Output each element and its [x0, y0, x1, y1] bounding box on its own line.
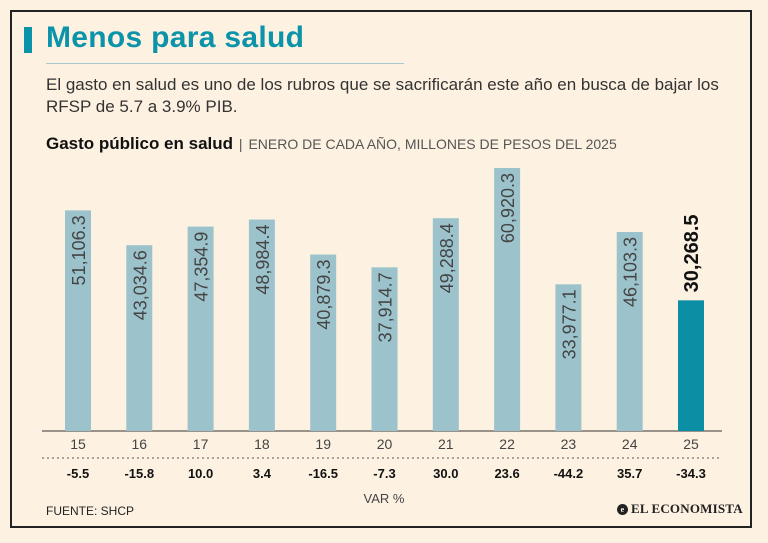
variation-value: 35.7 — [617, 466, 642, 481]
variation-value: 30.0 — [433, 466, 458, 481]
x-tick-label: 17 — [193, 436, 209, 452]
bar-value-label: 60,920.3 — [498, 173, 518, 243]
x-tick-label: 21 — [438, 436, 454, 452]
bar-value-label: 30,268.5 — [681, 214, 703, 292]
variation-value: -16.5 — [308, 466, 338, 481]
bar — [126, 245, 153, 431]
x-tick-label: 22 — [499, 436, 515, 452]
bar — [494, 168, 521, 431]
variation-value: 3.4 — [253, 466, 272, 481]
subtitle: El gasto en salud es uno de los rubros q… — [46, 75, 719, 116]
x-tick-label: 18 — [254, 436, 270, 452]
logo-icon: e — [617, 504, 628, 515]
title-rule — [46, 63, 404, 64]
x-tick-label: 20 — [377, 436, 393, 452]
x-tick-label: 16 — [132, 436, 148, 452]
bar-value-label: 51,106.3 — [69, 215, 89, 285]
logo-text: EL ECONOMISTA — [631, 501, 743, 516]
bar-value-label: 46,103.3 — [621, 237, 641, 307]
bar — [616, 231, 643, 431]
source-note: FUENTE: SHCP — [46, 504, 135, 518]
x-tick-label: 15 — [70, 436, 86, 452]
variation-value: -34.3 — [676, 466, 706, 481]
bar-value-label: 43,034.6 — [130, 250, 150, 320]
bar-value-label: 47,354.9 — [192, 232, 212, 302]
chart-heading-separator: | — [238, 136, 243, 152]
bar — [371, 267, 398, 431]
bar — [248, 219, 275, 431]
x-tick-label: 25 — [683, 436, 699, 452]
bar-value-label: 40,879.3 — [314, 260, 334, 330]
bar — [678, 300, 704, 431]
variation-value: 23.6 — [494, 466, 519, 481]
x-tick-label: 19 — [315, 436, 331, 452]
variation-value: -15.8 — [124, 466, 154, 481]
chart-title: Gasto público en salud — [46, 134, 234, 153]
page-title: Menos para salud — [46, 21, 305, 54]
bar-value-label: 49,288.4 — [437, 223, 457, 293]
x-tick-label: 23 — [561, 436, 577, 452]
publisher-logo: e EL ECONOMISTA — [617, 501, 743, 517]
bar — [310, 254, 337, 431]
variation-value: 10.0 — [188, 466, 213, 481]
bar — [555, 284, 582, 431]
chart-units: ENERO DE CADA AÑO, MILLONES DE PESOS DEL… — [248, 136, 617, 152]
variation-value: -7.3 — [373, 466, 395, 481]
bar-value-label: 37,914.7 — [376, 272, 396, 342]
infographic-frame — [10, 10, 752, 528]
bar-value-label: 33,977.1 — [559, 289, 579, 359]
variation-axis-label: VAR % — [364, 491, 405, 506]
chart-heading: Gasto público en salud | ENERO DE CADA A… — [46, 134, 617, 154]
bar — [432, 218, 459, 431]
variation-value: -44.2 — [554, 466, 584, 481]
x-tick-label: 24 — [622, 436, 638, 452]
bar-value-label: 48,984.4 — [253, 225, 273, 295]
variation-value: -5.5 — [67, 466, 89, 481]
bar — [65, 210, 91, 431]
title-accent-bar — [24, 27, 32, 53]
bar — [187, 226, 214, 431]
